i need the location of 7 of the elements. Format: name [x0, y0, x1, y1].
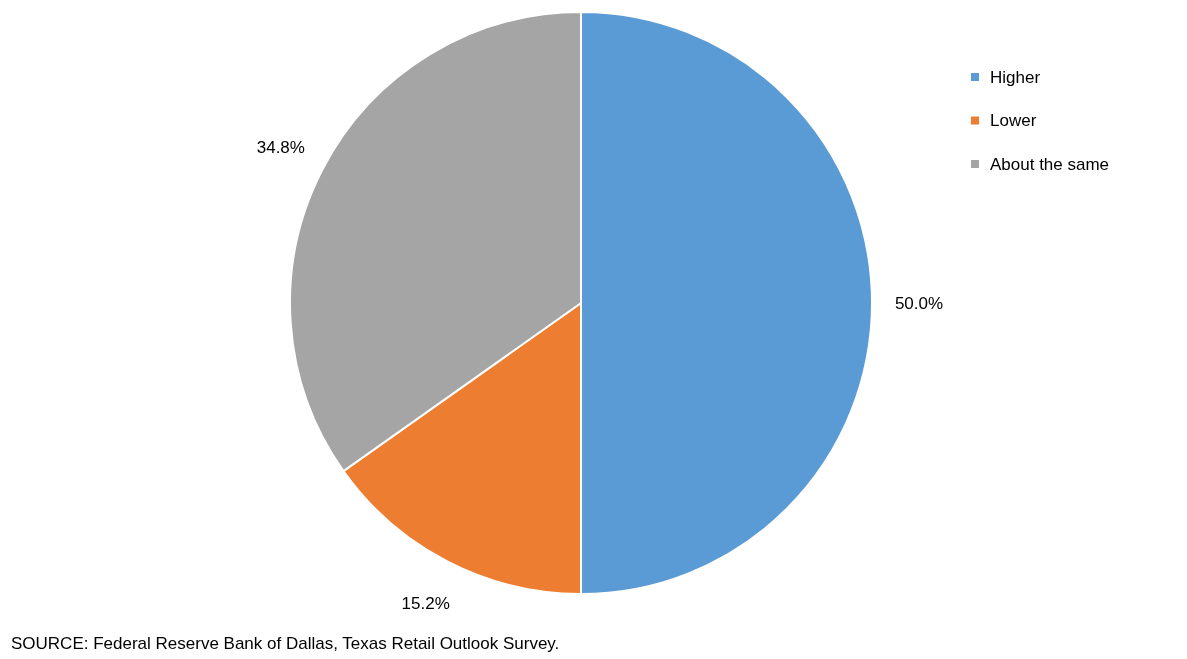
data-label: 34.8% [256, 138, 305, 158]
data-label: 15.2% [401, 593, 450, 613]
legend-label: Higher [990, 67, 1041, 87]
source-note: SOURCE: Federal Reserve Bank of Dallas, Texas Retail Outlook Survey. [11, 633, 560, 653]
data-label: 50.0% [894, 293, 944, 313]
legend-label: Lower [990, 111, 1037, 130]
legend-label: About the same [990, 154, 1110, 174]
